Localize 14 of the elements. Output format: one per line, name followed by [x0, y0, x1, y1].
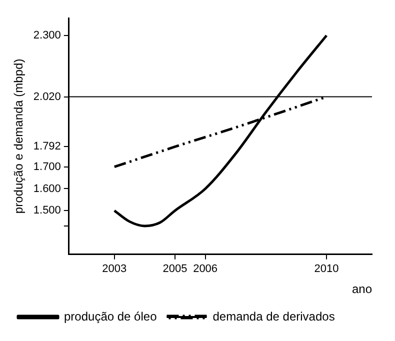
y-tick-label: 1.500 [33, 204, 61, 217]
x-tick-label: 2005 [162, 263, 188, 276]
y-tick-label: 1.792 [33, 140, 61, 153]
legend-label: demanda de derivados [212, 309, 335, 324]
x-tick-label: 2010 [314, 263, 339, 276]
y-axis-title: produção e demanda (mbpd) [12, 58, 26, 214]
y-tick-label: 2.020 [33, 90, 61, 103]
x-tick-label: 2003 [102, 263, 127, 276]
y-tick-label: 2.300 [33, 30, 61, 42]
y-tick-label: 1.700 [33, 160, 61, 173]
legend-label: produção de óleo [64, 309, 158, 324]
y-tick-label: 1.600 [33, 182, 61, 195]
x-axis-title: ano [352, 282, 372, 296]
x-tick-label: 2006 [193, 263, 218, 276]
